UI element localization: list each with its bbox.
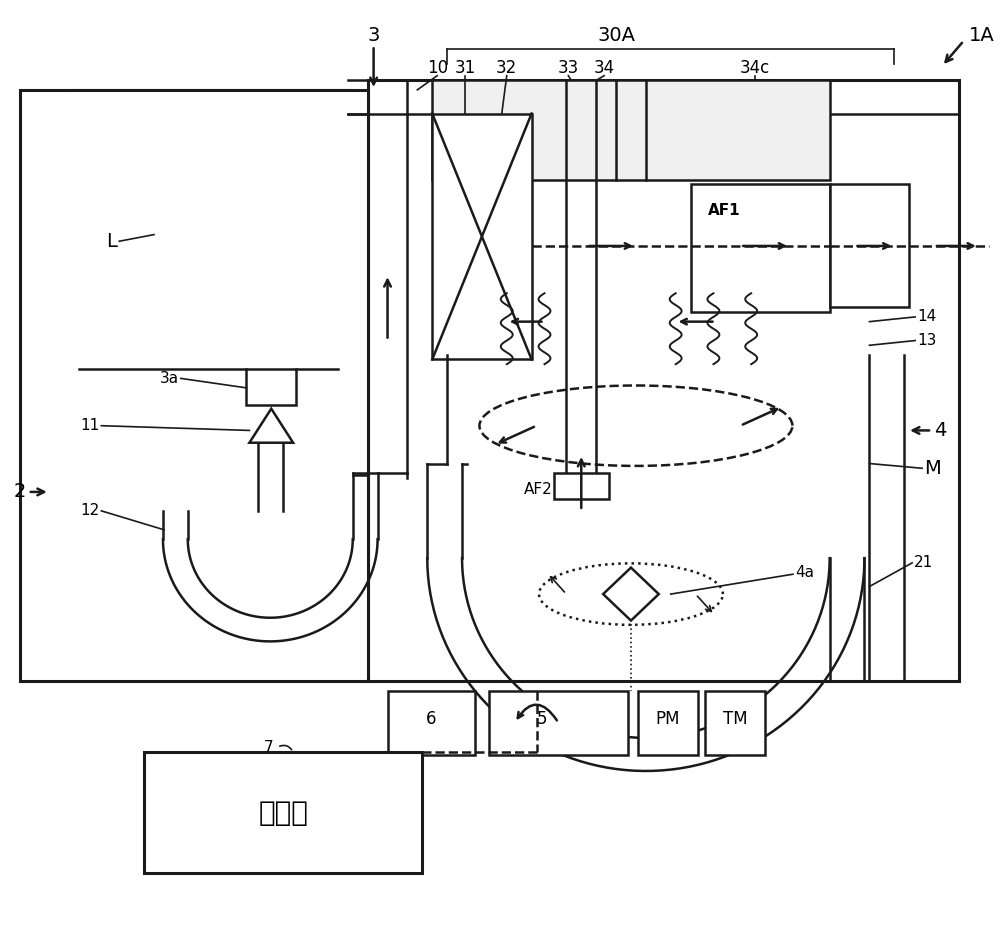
Bar [489,691,628,755]
Text: 2: 2 [13,482,26,501]
Text: 11: 11 [80,418,99,433]
Polygon shape [249,409,293,443]
Bar [144,752,422,873]
Text: 5: 5 [536,710,547,728]
Text: 32: 32 [496,59,517,78]
Text: 13: 13 [917,333,936,348]
Bar [70,90,348,369]
Text: 34c: 34c [740,59,770,78]
Text: 4a: 4a [795,565,814,580]
Bar [830,184,909,307]
Text: 14: 14 [917,309,936,324]
Text: 31: 31 [454,59,476,78]
Text: AF2: AF2 [524,482,552,498]
Text: 7: 7 [264,740,273,755]
Bar [705,691,765,755]
Text: 控制部: 控制部 [258,798,308,827]
Bar [432,114,532,359]
Bar [432,80,830,180]
Bar [20,90,368,681]
Text: 30A: 30A [597,26,635,45]
Bar [388,691,475,755]
Text: TM: TM [723,710,748,728]
Text: 10: 10 [427,59,448,78]
Text: PM: PM [655,710,680,728]
Bar [691,184,830,312]
Text: 1A: 1A [969,26,995,45]
Text: M: M [924,459,941,478]
Polygon shape [603,568,659,621]
Bar [368,80,959,681]
Text: 4: 4 [934,421,946,440]
Text: 34: 34 [594,59,615,78]
Text: AF1: AF1 [707,203,740,219]
Text: 12: 12 [80,503,99,518]
Bar [554,473,609,499]
Text: 3: 3 [367,26,380,45]
Bar [638,691,698,755]
Text: L: L [106,232,117,251]
Text: 21: 21 [914,555,933,570]
Text: 33: 33 [558,59,579,78]
Bar [246,369,296,405]
Text: 6: 6 [426,710,436,728]
Text: 3a: 3a [160,371,179,386]
